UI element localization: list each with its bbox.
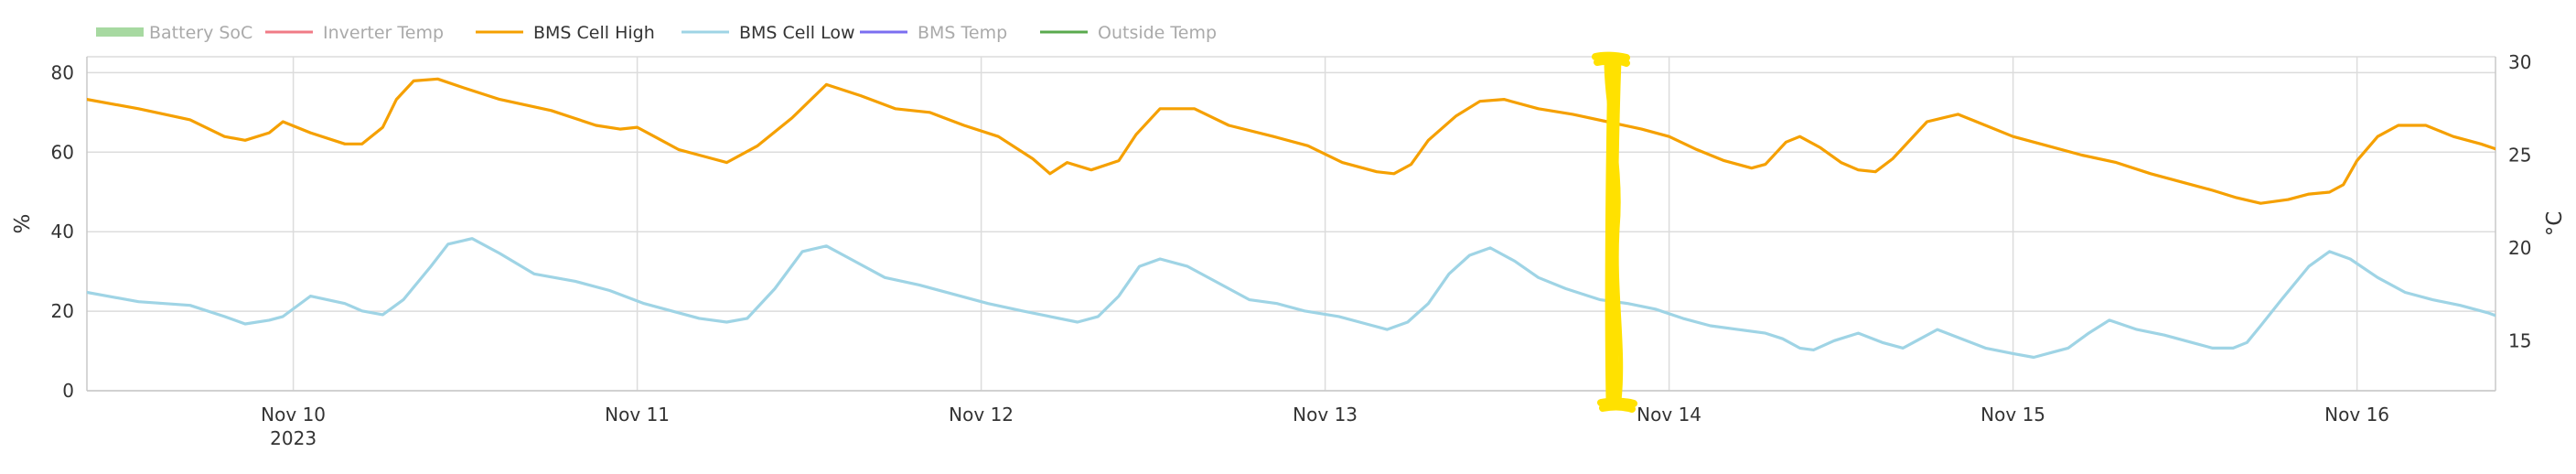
legend-item[interactable]: Battery SoC (96, 23, 252, 43)
series-line (87, 77, 2496, 205)
x-tick-label: Nov 12 (949, 404, 1014, 426)
x-tick-label: Nov 11 (605, 404, 670, 426)
x-tick-label: Nov 16 (2324, 404, 2389, 426)
legend-item[interactable]: BMS Temp (860, 23, 1007, 43)
legend-item[interactable]: BMS Cell Low (682, 23, 855, 43)
legend-label: BMS Cell Low (739, 23, 855, 43)
series-line (87, 237, 2496, 360)
legend-item[interactable]: Inverter Temp (265, 23, 444, 43)
y-left-tick-label: 20 (51, 300, 74, 322)
legend-label: BMS Temp (918, 23, 1007, 43)
x-tick-label: Nov 14 (1637, 404, 1701, 426)
chart-series (87, 77, 2496, 360)
chart-legend: Battery SoC Inverter Temp BMS Cell High BMS… (96, 23, 1217, 43)
highlight-annotation (1592, 51, 1637, 413)
legend-item[interactable]: Outside Temp (1040, 23, 1217, 43)
legend-label: Outside Temp (1098, 23, 1217, 43)
y-left-tick-label: 0 (62, 380, 74, 402)
legend-swatch (96, 27, 144, 37)
y-left-tick-label: 40 (51, 221, 74, 242)
legend-label: BMS Cell High (533, 23, 655, 43)
y-right-axis-title: °C (2543, 211, 2567, 237)
legend-item[interactable]: BMS Cell High (476, 23, 655, 43)
y-right-tick-label: 20 (2508, 237, 2531, 259)
x-tick-label: Nov 13 (1293, 404, 1358, 426)
legend-label: Inverter Temp (323, 23, 444, 43)
y-left-axis-title: % (11, 214, 35, 234)
x-tick-sublabel: 2023 (270, 427, 317, 449)
x-tick-label: Nov 15 (1980, 404, 2045, 426)
y-right-tick-label: 15 (2508, 329, 2531, 351)
y-right-tick-label: 30 (2508, 51, 2531, 73)
y-left-tick-label: 80 (51, 61, 74, 83)
x-tick-label: Nov 10 (261, 404, 326, 426)
legend-label: Battery SoC (149, 23, 252, 43)
y-right-tick-label: 25 (2508, 144, 2531, 166)
chart-grid (86, 56, 2496, 392)
y-left-tick-label: 60 (51, 141, 74, 163)
